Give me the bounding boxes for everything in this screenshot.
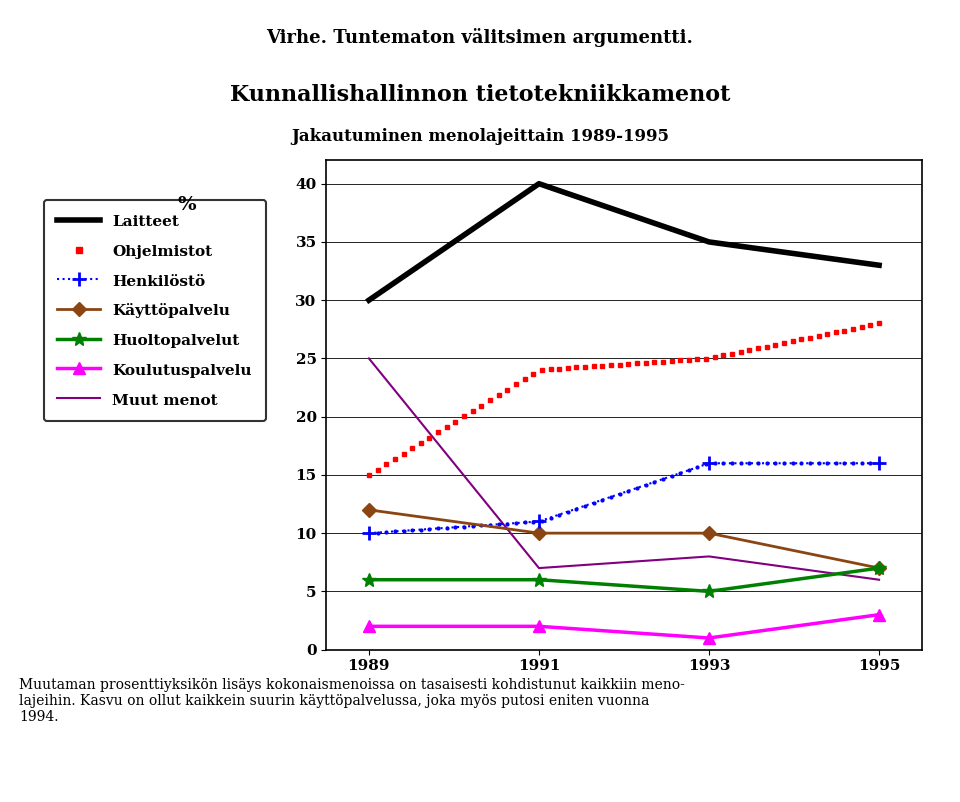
Legend: Laitteet, Ohjelmistot, Henkilöstö, Käyttöpalvelu, Huoltopalvelut, Koulutuspalvel: Laitteet, Ohjelmistot, Henkilöstö, Käytt… (44, 200, 266, 421)
Text: Kunnallishallinnon tietotekniikkamenot: Kunnallishallinnon tietotekniikkamenot (229, 84, 731, 106)
Text: Virhe. Tuntematon välitsimen argumentti.: Virhe. Tuntematon välitsimen argumentti. (267, 28, 693, 47)
Text: Muutaman prosenttiyksikön lisäys kokonaismenoissa on tasaisesti kohdistunut kaik: Muutaman prosenttiyksikön lisäys kokonai… (19, 678, 685, 724)
Text: %: % (178, 196, 197, 213)
Text: Jakautuminen menolajeittain 1989-1995: Jakautuminen menolajeittain 1989-1995 (291, 128, 669, 145)
